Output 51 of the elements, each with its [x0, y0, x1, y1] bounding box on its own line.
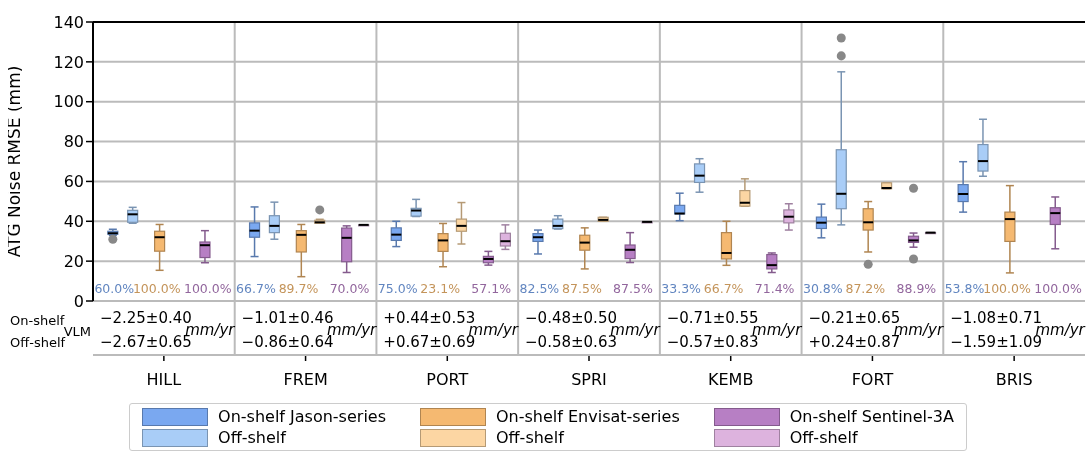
- annotation: 100.0%: [1034, 281, 1083, 296]
- x-tick-label: SPRI: [571, 370, 607, 389]
- legend-label: Off-shelf: [496, 428, 564, 447]
- text: −0.71±0.55: [666, 309, 759, 327]
- annotation: 75.0%: [377, 281, 418, 296]
- y-axis-title: ATG Noise RMSE (mm): [4, 65, 25, 258]
- annotation: 60.0%: [94, 281, 135, 296]
- text: −0.21±0.65: [808, 309, 901, 327]
- legend-label: On-shelf Envisat-series: [496, 407, 680, 426]
- annotation: 100.0%: [983, 281, 1032, 296]
- x-tick-label: PORT: [426, 370, 469, 389]
- y-tick-label: 100: [53, 92, 84, 112]
- y-tick-label: 120: [53, 52, 84, 72]
- annotation: 53.8%: [944, 281, 985, 296]
- annotation: 87.2%: [845, 281, 886, 296]
- text: Off-shelf: [10, 335, 66, 350]
- x-tick-label: KEMB: [708, 370, 754, 389]
- y-tick-label: 0: [73, 291, 84, 311]
- annotation: 33.3%: [661, 281, 702, 296]
- annotation: 70.0%: [329, 281, 370, 296]
- annotation: 66.7%: [236, 281, 276, 296]
- annotation: 89.7%: [278, 281, 319, 296]
- annotation: 88.9%: [896, 281, 937, 296]
- text: −1.08±0.71: [950, 309, 1043, 327]
- annotation: 66.7%: [703, 281, 744, 296]
- x-tick-label: FORT: [851, 370, 894, 389]
- annotation: 23.1%: [420, 281, 461, 296]
- annotation: 82.5%: [519, 281, 560, 296]
- text: −1.01±0.46: [241, 309, 334, 327]
- text: −0.48±0.50: [525, 309, 617, 327]
- legend-label: Off-shelf: [218, 428, 286, 447]
- x-tick-label: BRIS: [995, 370, 1033, 389]
- y-tick-label: 20: [63, 251, 84, 271]
- y-tick-label: 80: [63, 132, 84, 152]
- legend-label: On-shelf Sentinel-3A: [789, 407, 954, 426]
- text: On-shelf: [10, 313, 65, 328]
- annotation: 57.1%: [471, 281, 512, 296]
- annotation: 100.0%: [183, 281, 232, 296]
- legend-label: Off-shelf: [789, 428, 858, 447]
- annotation: 87.5%: [613, 281, 653, 296]
- x-tick-label: FREM: [283, 370, 328, 389]
- y-tick-label: 40: [63, 211, 84, 231]
- y-tick-label: 140: [53, 12, 84, 32]
- annotation: 87.5%: [562, 281, 602, 296]
- x-tick-label: HILL: [146, 370, 182, 389]
- text: −2.25±0.40: [99, 309, 192, 327]
- y-tick-label: 60: [63, 172, 84, 192]
- text: +0.44±0.53: [383, 309, 476, 327]
- legend-label: On-shelf Jason-series: [218, 407, 386, 426]
- annotation: 71.4%: [754, 281, 795, 296]
- annotation: 30.8%: [802, 281, 843, 296]
